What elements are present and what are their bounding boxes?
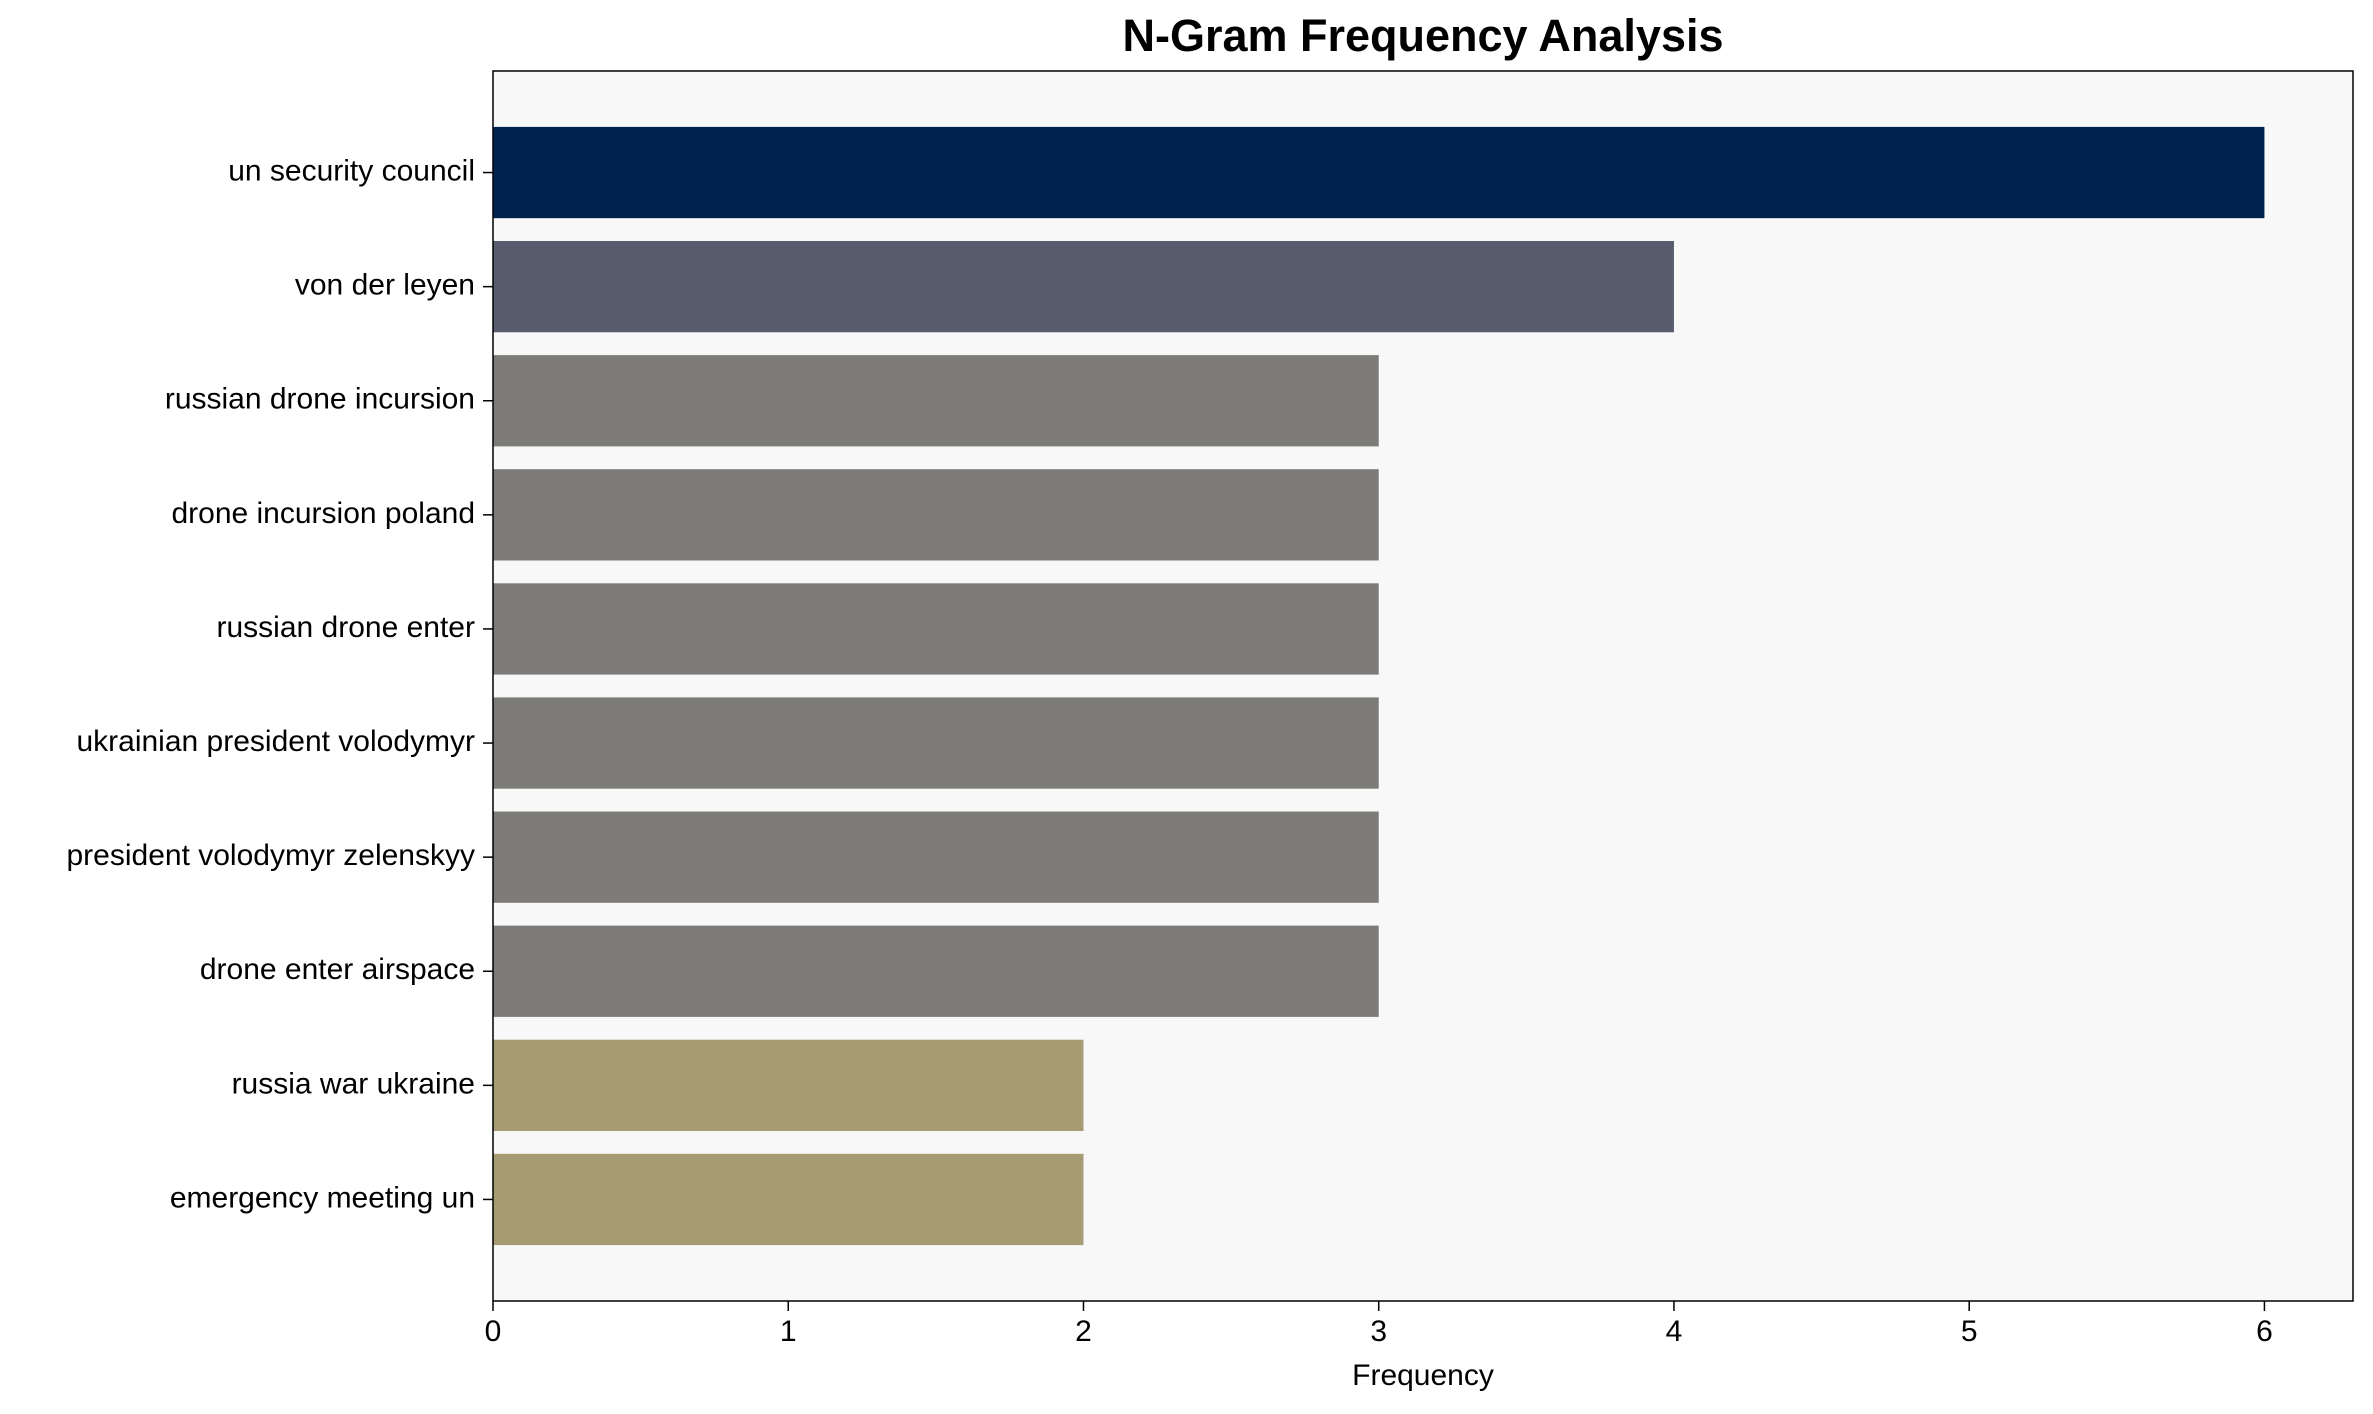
y-tick-label: drone enter airspace <box>200 953 475 986</box>
y-tick-label: drone incursion poland <box>171 497 475 530</box>
y-tick-label: emergency meeting un <box>170 1181 475 1214</box>
bar <box>493 1039 1084 1131</box>
bar <box>493 126 2265 219</box>
x-tick-label: 1 <box>780 1315 797 1348</box>
x-tick-label: 6 <box>2256 1315 2273 1348</box>
x-tick-label: 0 <box>485 1315 502 1348</box>
x-axis-label: Frequency <box>1352 1359 1494 1392</box>
x-tick-label: 4 <box>1666 1315 1683 1348</box>
x-tick-label: 3 <box>1370 1315 1387 1348</box>
y-tick-label: russian drone incursion <box>165 383 475 416</box>
bar <box>493 355 1379 447</box>
plot-frame <box>492 70 2354 1302</box>
bar <box>493 811 1379 903</box>
y-tick-label: russia war ukraine <box>232 1067 475 1100</box>
bar <box>493 697 1379 789</box>
y-tick-label: ukrainian president volodymyr <box>76 725 475 758</box>
x-tick-label: 5 <box>1961 1315 1978 1348</box>
y-tick-label: von der leyen <box>295 269 475 302</box>
y-tick-label: russian drone enter <box>217 611 476 644</box>
bar <box>493 925 1379 1017</box>
bar <box>493 1153 1084 1246</box>
bar <box>493 241 1674 333</box>
chart-title: N-Gram Frequency Analysis <box>1122 10 1723 61</box>
y-tick-label: un security council <box>228 154 475 187</box>
bar <box>493 583 1379 675</box>
x-tick-label: 2 <box>1075 1315 1092 1348</box>
y-tick-label: president volodymyr zelenskyy <box>66 839 475 872</box>
bar <box>493 469 1379 561</box>
